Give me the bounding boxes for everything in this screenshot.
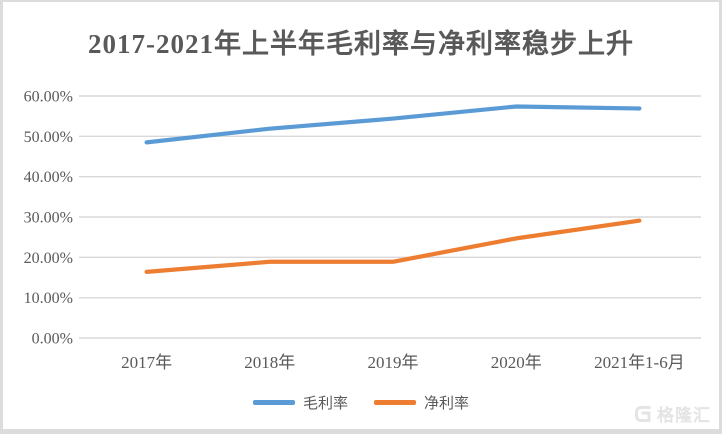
gross-margin-line [144,104,642,145]
y-axis-tick-label: 40.00% [24,169,73,186]
y-axis-tick-label: 20.00% [24,250,73,267]
y-axis-tick-label: 50.00% [24,129,73,146]
legend-label-gross-margin: 毛利率 [302,396,348,412]
chart-legend: 毛利率 净利率 [3,392,719,413]
y-axis-tick-label: 10.00% [24,290,73,307]
legend-item-net-margin: 净利率 [374,392,469,413]
watermark-brand-text: 格隆汇 [657,406,711,425]
net-margin-line-swatch [374,400,416,405]
x-axis-label: 2020年 [491,353,542,372]
gelonghui-watermark: 格隆汇 [633,401,711,426]
y-axis-tick-label: 0.00% [32,331,73,348]
x-axis-label: 2017年 [121,353,172,372]
legend-item-gross-margin: 毛利率 [252,392,348,413]
gelonghui-g-icon [635,405,651,422]
gross-margin-line-swatch [252,400,295,405]
x-axis-label: 2019年 [368,353,419,372]
chart-plot: 0.00% 10.00% 20.00% 30.00% 40.00% 50.00% 60.00… [24,89,701,372]
net-margin-line [144,218,642,274]
y-axis-tick-label: 30.00% [24,210,73,227]
legend-label-net-margin: 净利率 [424,396,470,412]
y-axis-tick-label: 60.00% [24,89,73,106]
chart-title: 2017-2021年上半年毛利率与净利率稳步上升 [88,29,634,59]
x-axis-label: 2018年 [244,353,295,372]
x-axis-label: 2021年1-6月 [594,353,685,372]
